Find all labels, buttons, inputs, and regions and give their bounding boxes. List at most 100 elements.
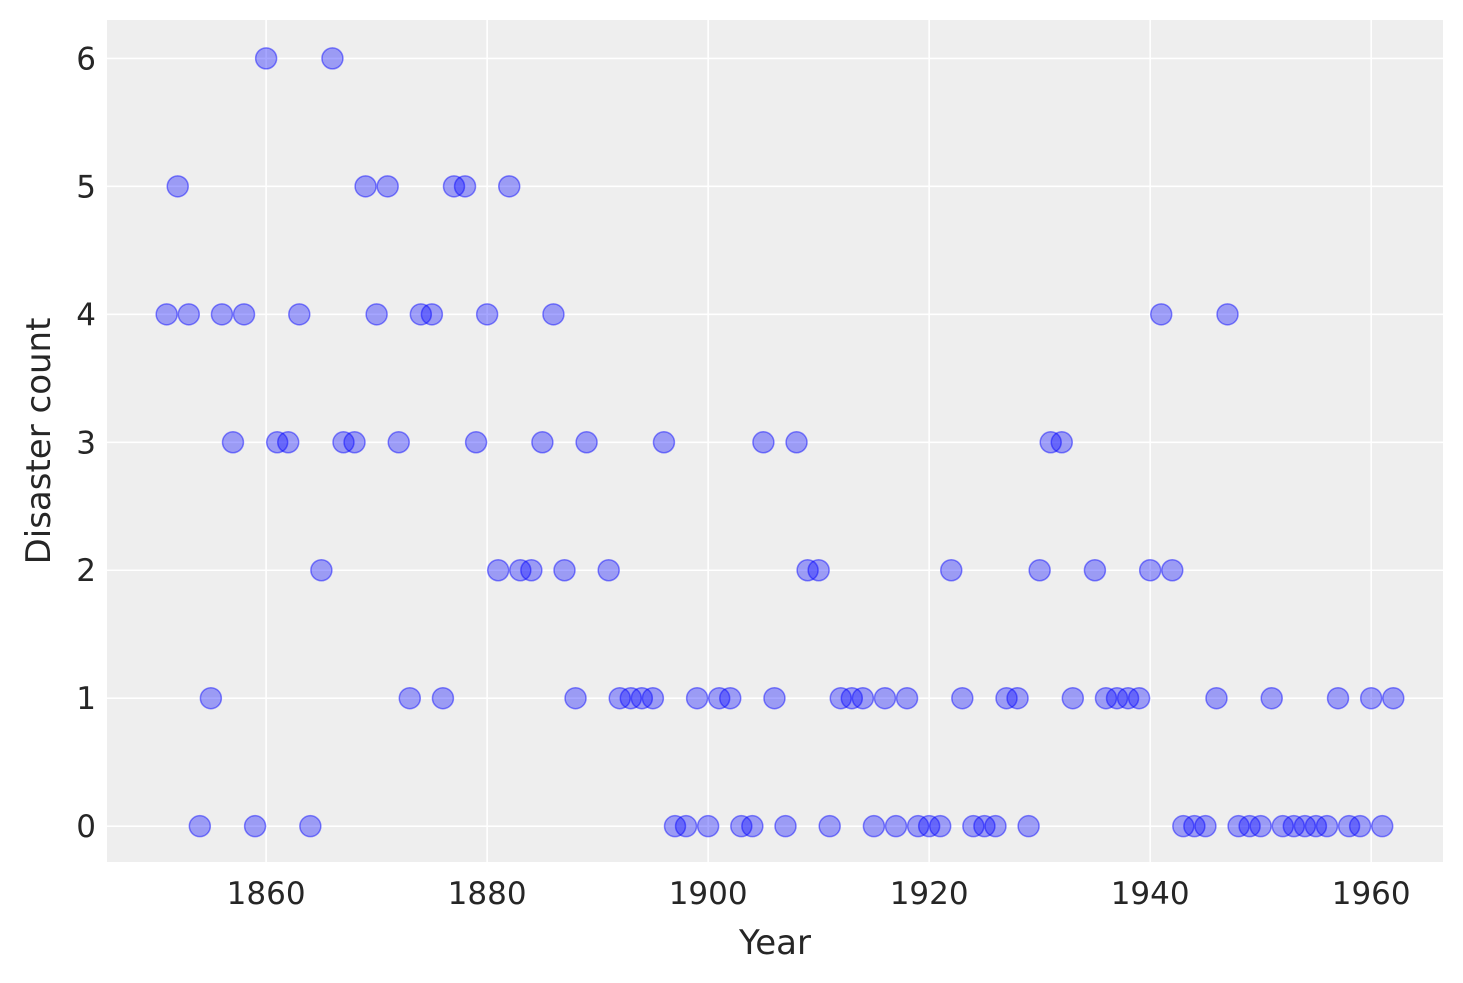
data-point	[276, 431, 300, 454]
data-point	[442, 175, 466, 198]
data-point	[840, 686, 864, 710]
y-tick-label: 4	[76, 297, 96, 333]
data-point	[265, 431, 289, 454]
data-point	[486, 558, 510, 582]
data-point	[763, 686, 786, 710]
data-point	[155, 303, 178, 326]
data-point	[420, 303, 444, 326]
y-tick-label: 6	[76, 41, 96, 77]
data-point	[520, 558, 543, 582]
x-tick-label: 1960	[1332, 876, 1411, 912]
data-point	[1083, 558, 1107, 582]
data-point	[917, 814, 941, 838]
data-point	[553, 558, 576, 582]
y-tick-label: 2	[76, 553, 96, 589]
data-point	[1017, 814, 1040, 838]
data-point	[376, 175, 399, 198]
y-tick-label: 1	[76, 681, 96, 717]
data-point	[409, 303, 433, 326]
data-point	[1094, 686, 1118, 710]
data-point	[299, 814, 322, 838]
data-point	[663, 814, 687, 838]
data-point	[862, 814, 886, 838]
data-point	[674, 814, 698, 838]
data-point	[995, 686, 1018, 710]
data-point	[343, 431, 366, 454]
data-point	[895, 686, 919, 710]
y-tick-label: 5	[76, 169, 96, 205]
data-point	[1039, 431, 1062, 454]
data-point	[354, 175, 377, 198]
data-point	[475, 303, 499, 326]
data-point	[1293, 814, 1317, 838]
data-point	[1260, 686, 1283, 710]
data-point	[497, 175, 521, 198]
data-point	[243, 814, 267, 838]
data-point	[630, 686, 654, 710]
data-point	[1183, 814, 1206, 838]
data-point	[707, 686, 731, 710]
data-point	[575, 431, 598, 454]
data-point	[177, 303, 201, 326]
data-point	[884, 814, 908, 838]
data-point	[741, 814, 764, 838]
data-point	[1382, 686, 1405, 710]
data-point	[1205, 686, 1228, 710]
x-tick-label: 1940	[1111, 876, 1190, 912]
data-point	[464, 431, 488, 454]
data-point	[1282, 814, 1306, 838]
data-point	[1337, 814, 1361, 838]
data-point	[1061, 686, 1085, 710]
data-point	[1348, 814, 1372, 838]
data-point	[1271, 814, 1295, 838]
data-point	[431, 686, 455, 710]
data-point	[641, 686, 665, 710]
x-tick-labels: 1860 1880 1900 1920 1940 1960	[227, 876, 1411, 912]
data-point	[1359, 686, 1383, 710]
data-point	[1326, 686, 1350, 710]
data-point	[1238, 814, 1261, 838]
data-point	[984, 814, 1007, 838]
data-point	[166, 175, 189, 198]
data-point	[254, 47, 278, 70]
data-point	[796, 558, 819, 582]
data-point	[873, 686, 897, 710]
data-point	[310, 558, 333, 582]
data-point	[973, 814, 996, 838]
data-point	[387, 431, 410, 454]
data-point	[785, 431, 808, 454]
data-point	[1050, 431, 1074, 454]
data-point	[718, 686, 742, 710]
data-point	[288, 303, 311, 326]
data-point	[365, 303, 388, 326]
data-point	[829, 686, 853, 710]
x-tick-label: 1920	[890, 876, 969, 912]
data-point	[1304, 814, 1328, 838]
data-point	[1172, 814, 1195, 838]
x-tick-label: 1900	[669, 876, 748, 912]
data-point	[221, 431, 245, 454]
data-point	[597, 558, 620, 582]
data-points	[155, 47, 1405, 838]
data-point	[652, 431, 676, 454]
data-point	[685, 686, 709, 710]
data-point	[696, 814, 720, 838]
data-point	[962, 814, 985, 838]
data-point	[1249, 814, 1272, 838]
data-point	[531, 431, 554, 454]
data-point	[818, 814, 841, 838]
plot-background	[107, 20, 1443, 862]
grid-lines	[107, 20, 1443, 862]
data-point	[851, 686, 875, 710]
data-point	[752, 431, 775, 454]
data-point	[398, 686, 422, 710]
data-point	[199, 686, 223, 710]
data-point	[1116, 686, 1140, 710]
data-point	[1028, 558, 1051, 582]
data-point	[774, 814, 797, 838]
data-point	[1194, 814, 1217, 838]
data-point	[906, 814, 930, 838]
data-point	[730, 814, 753, 838]
data-point	[1149, 303, 1173, 326]
